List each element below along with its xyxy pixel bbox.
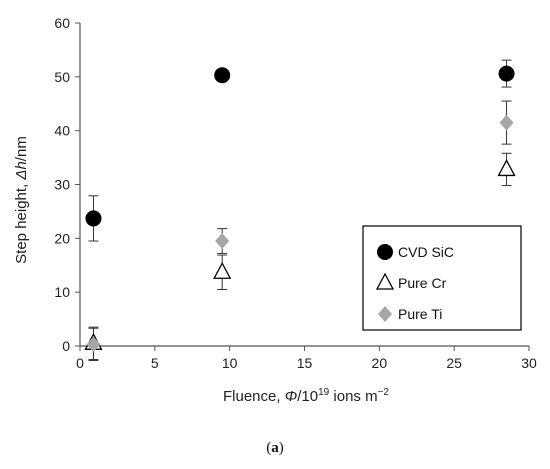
x-axis-title-symbol: Φ	[285, 388, 298, 405]
point-pure-ti	[499, 114, 514, 131]
x-axis-title-prefix: Fluence,	[223, 388, 285, 405]
legend-marker-pure-cr	[375, 272, 395, 290]
x-axis-title: Fluence, Φ/1019 ions m−2	[223, 387, 389, 405]
x-axis-title-unit-exponent: −2	[378, 387, 390, 398]
legend: CVD SiC Pure Cr Pure Ti	[362, 225, 522, 331]
x-tick-label: 15	[297, 355, 313, 371]
legend-label-cvd-sic: CVD SiC	[398, 244, 454, 260]
x-tick-label: 25	[446, 355, 462, 371]
legend-label-pure-ti: Pure Ti	[398, 306, 442, 322]
y-tick-label: 20	[54, 230, 70, 246]
point-cvd-sic	[214, 67, 231, 84]
legend-marker-pure-ti	[378, 306, 392, 322]
y-axis-title-symbol: Δh	[13, 161, 30, 180]
y-tick-label: 50	[54, 69, 70, 85]
figure-caption: (a)	[0, 440, 550, 457]
point-cvd-sic	[498, 65, 515, 82]
y-tick-label: 40	[54, 123, 70, 139]
y-tick-label: 60	[54, 15, 70, 31]
y-axis-ticks: 0 10 20 30 40 50 60	[54, 15, 80, 354]
point-pure-cr	[213, 261, 232, 279]
y-axis-title-prefix: Step height,	[13, 180, 30, 264]
caption-open: (	[266, 440, 272, 456]
scatter-chart: 0 10 20 30 40 50 60 0 5 10 15 20 25 30 Step height, …	[13, 15, 537, 405]
legend-label-pure-cr: Pure Cr	[398, 275, 447, 291]
x-tick-label: 20	[372, 355, 388, 371]
x-axis-ticks: 0 5 10 15 20 25 30	[76, 346, 537, 371]
point-pure-cr	[497, 159, 516, 177]
caption-letter: a	[271, 440, 279, 456]
x-tick-label: 0	[76, 355, 84, 371]
point-pure-ti	[215, 233, 230, 250]
x-axis-title-unit: ions m	[329, 388, 377, 405]
data-points	[84, 59, 516, 362]
y-axis-title: Step height, Δh/nm	[13, 136, 30, 264]
x-axis-title-base: /10	[297, 388, 318, 405]
y-tick-label: 10	[54, 284, 70, 300]
legend-markers	[375, 244, 395, 322]
x-tick-label: 5	[151, 355, 159, 371]
y-tick-label: 0	[62, 338, 70, 354]
point-pure-ti	[86, 336, 101, 353]
x-tick-label: 30	[521, 355, 537, 371]
caption-close: )	[278, 440, 284, 456]
y-axis-title-unit: /nm	[13, 136, 30, 161]
x-tick-label: 10	[222, 355, 238, 371]
legend-marker-cvd-sic	[377, 244, 393, 260]
point-cvd-sic	[85, 210, 102, 227]
x-axis-title-exponent: 19	[318, 387, 330, 398]
y-tick-label: 30	[54, 177, 70, 193]
